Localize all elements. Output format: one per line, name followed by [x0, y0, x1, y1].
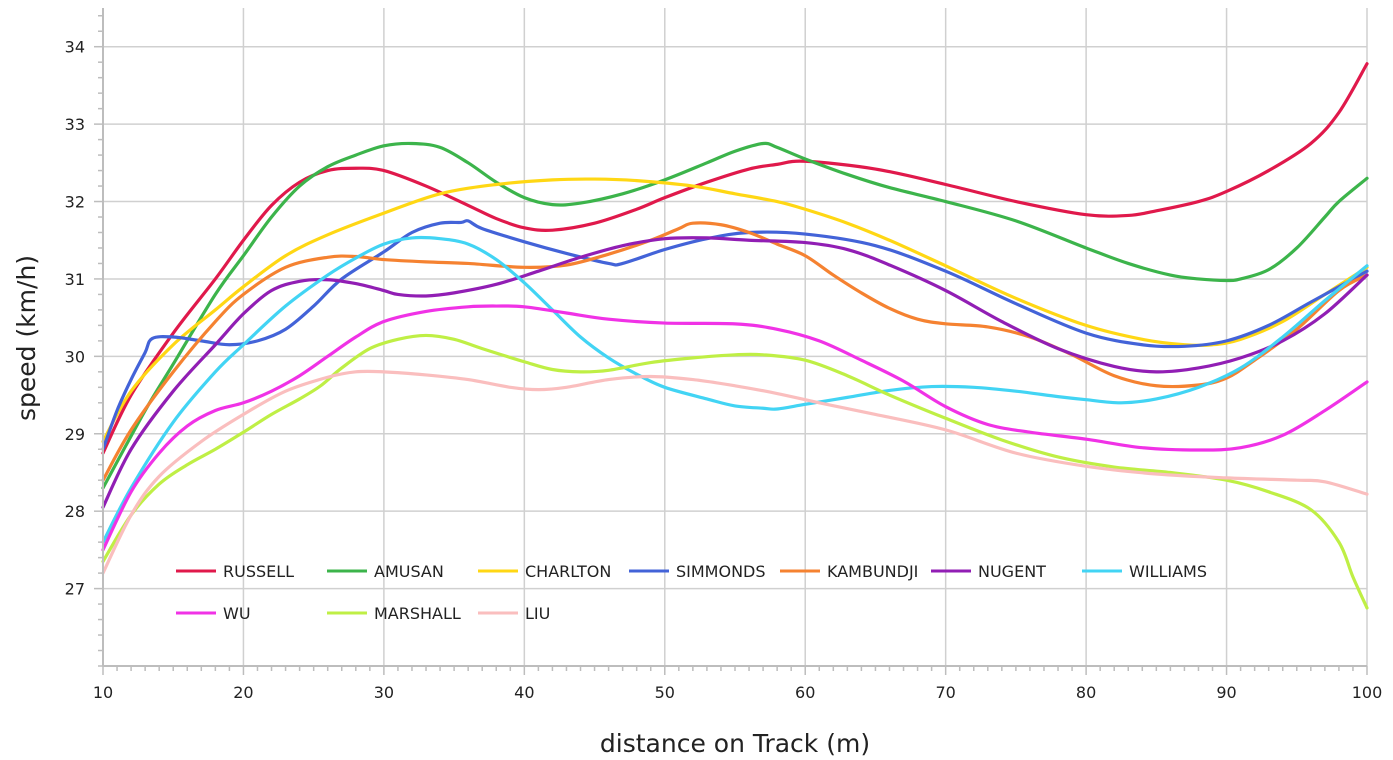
legend-item-wu: WU — [176, 604, 251, 623]
series-line-williams — [101, 235, 1369, 544]
legend-item-amusan: AMUSAN — [327, 562, 444, 581]
legend-label-amusan: AMUSAN — [374, 562, 444, 581]
legend-label-simmonds: SIMMONDS — [676, 562, 766, 581]
legend-label-charlton: CHARLTON — [525, 562, 611, 581]
legend-label-kambundji: KAMBUNDJI — [827, 562, 918, 581]
x-tick-label: 10 — [93, 683, 113, 702]
x-tick-label: 90 — [1216, 683, 1236, 702]
legend-label-wu: WU — [223, 604, 251, 623]
legend-label-liu: LIU — [525, 604, 550, 623]
y-tick-label: 30 — [65, 347, 85, 366]
x-tick-label: 30 — [374, 683, 394, 702]
y-tick-label: 29 — [65, 425, 85, 444]
y-tick-label: 28 — [65, 502, 85, 521]
legend-label-nugent: NUGENT — [978, 562, 1046, 581]
legend-item-charlton: CHARLTON — [478, 562, 611, 581]
legend-item-kambundji: KAMBUNDJI — [780, 562, 918, 581]
legend-label-marshall: MARSHALL — [374, 604, 461, 623]
x-tick-label: 60 — [795, 683, 815, 702]
legend-item-simmonds: SIMMONDS — [629, 562, 766, 581]
legend-label-williams: WILLIAMS — [1129, 562, 1207, 581]
legend-item-nugent: NUGENT — [931, 562, 1046, 581]
legend-item-liu: LIU — [478, 604, 550, 623]
legend-label-russell: RUSSELL — [223, 562, 294, 581]
legend-item-russell: RUSSELL — [176, 562, 294, 581]
x-tick-label: 80 — [1076, 683, 1096, 702]
series-line-amusan — [101, 141, 1369, 490]
series-line-simmonds — [101, 219, 1369, 451]
x-axis-title: distance on Track (m) — [600, 729, 870, 758]
series-line-russell — [101, 62, 1369, 455]
legend: RUSSELL AMUSAN CHARLTON SIMMONDS KAMBUNDJI NU… — [176, 562, 1207, 623]
y-tick-label: 33 — [65, 115, 85, 134]
series-line-liu — [101, 369, 1369, 575]
x-tick-label: 100 — [1352, 683, 1383, 702]
x-tick-label: 70 — [935, 683, 955, 702]
legend-item-williams: WILLIAMS — [1082, 562, 1207, 581]
series-line-kambundji — [101, 221, 1369, 482]
y-tick-label: 32 — [65, 193, 85, 212]
axes: 10 20 30 40 50 60 70 80 90 100 27 28 29 30 31 32 33 34 — [65, 8, 1383, 702]
series-line-marshall — [101, 333, 1369, 610]
y-tick-label: 27 — [65, 580, 85, 599]
series-line-wu — [101, 304, 1369, 552]
y-tick-label: 31 — [65, 270, 85, 289]
series-line-nugent — [101, 236, 1369, 509]
x-tick-label: 50 — [655, 683, 675, 702]
y-axis-title: speed (km/h) — [12, 255, 41, 421]
y-tick-label: 34 — [65, 38, 85, 57]
x-tick-label: 20 — [233, 683, 253, 702]
x-tick-label: 40 — [514, 683, 534, 702]
series-lines — [101, 62, 1369, 610]
legend-item-marshall: MARSHALL — [327, 604, 461, 623]
